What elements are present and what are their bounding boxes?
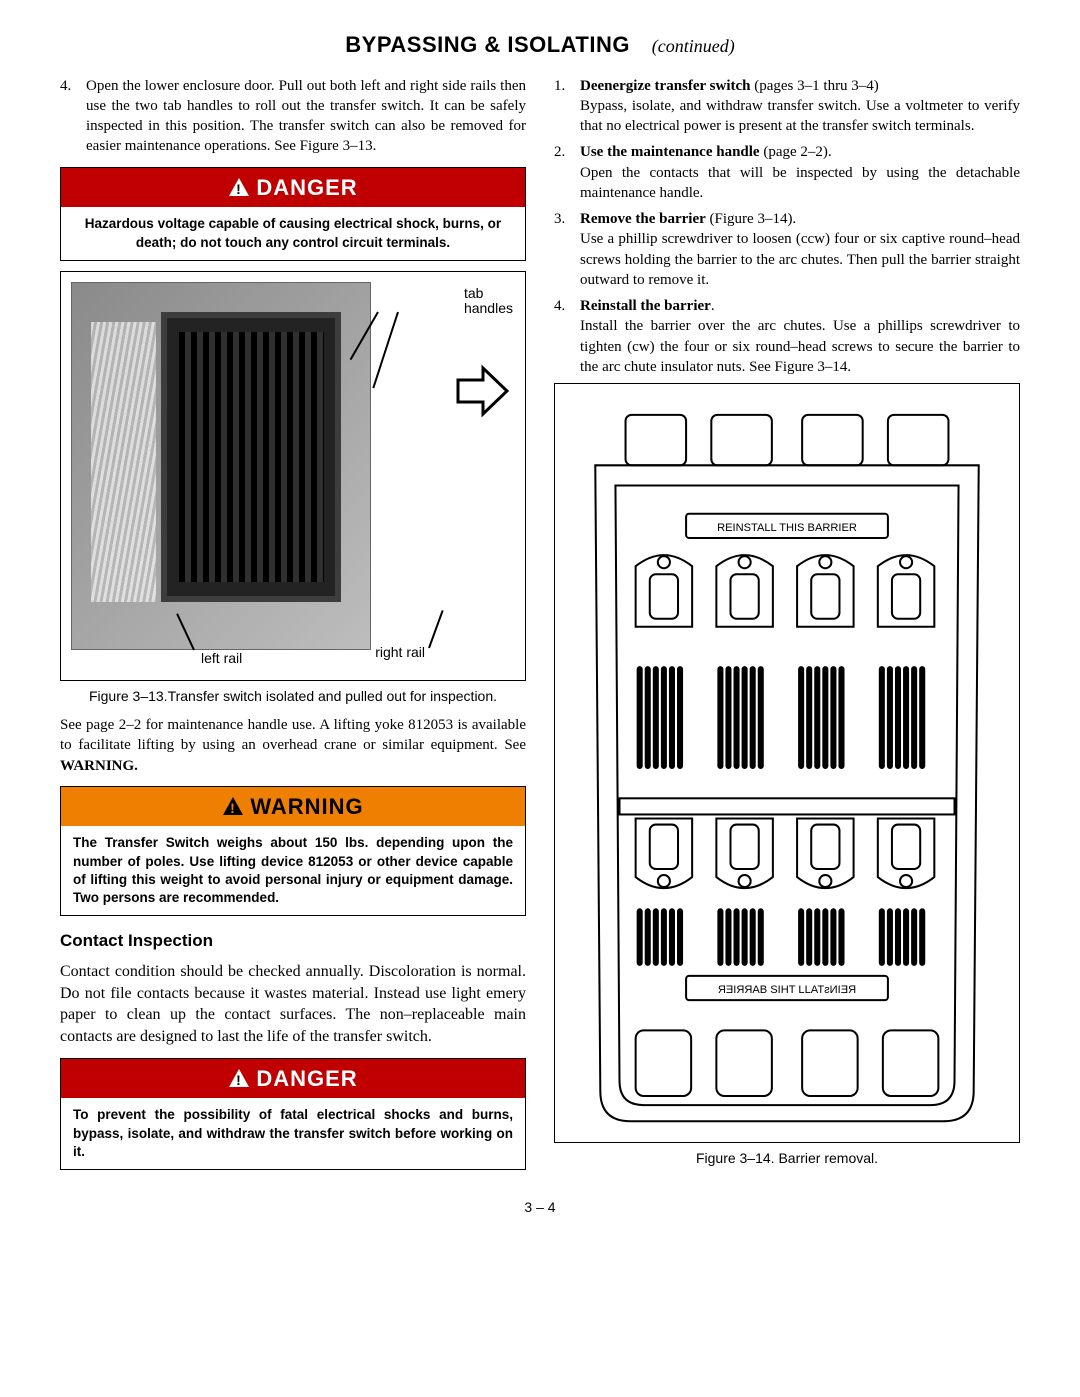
alert-header: ! DANGER <box>61 1059 525 1099</box>
list-item: 3.Remove the barrier (Figure 3–14). Use a… <box>554 209 1020 290</box>
item-text: Open the lower enclosure door. Pull out … <box>86 76 526 157</box>
danger-alert: ! DANGER Hazardous voltage capable of ca… <box>60 167 526 261</box>
paragraph-text: See page 2–2 for maintenance handle use.… <box>60 717 526 753</box>
alert-title: WARNING <box>250 794 363 819</box>
warning-icon: ! <box>228 177 250 197</box>
paragraph-bold: WARNING. <box>60 758 138 774</box>
title-continued: (continued) <box>652 36 735 56</box>
item-number: 2. <box>554 142 580 203</box>
list-item: 4. Open the lower enclosure door. Pull o… <box>60 76 526 157</box>
item-number: 4. <box>554 296 580 377</box>
figure-caption: Figure 3–13.Transfer switch isolated and… <box>60 687 526 705</box>
barrier-diagram: REINSTALL THIS BARRIER ЯƎIЯЯAB SIHT LLAT… <box>565 394 1009 1132</box>
item-text: Reinstall the barrier. Install the barrie… <box>580 296 1020 377</box>
right-column: 1.Deenergize transfer switch (pages 3–1 … <box>554 76 1020 1180</box>
danger-alert: ! DANGER To prevent the possibility of f… <box>60 1058 526 1170</box>
alert-body: The Transfer Switch weighs about 150 lbs… <box>61 826 525 915</box>
figure-3-13: tab handles left rail right rail <box>60 271 526 681</box>
svg-text:!: ! <box>236 1072 242 1088</box>
item-body: Use a phillip screwdriver to loosen (ccw… <box>580 231 1020 288</box>
photo-detail <box>91 322 156 602</box>
figure-3-14: REINSTALL THIS BARRIER ЯƎIЯЯAB SIHT LLAT… <box>554 383 1020 1143</box>
list-item: 1.Deenergize transfer switch (pages 3–1 … <box>554 76 1020 137</box>
leader-line <box>372 312 399 389</box>
item-text: Use the maintenance handle (page 2–2). Op… <box>580 142 1020 203</box>
alert-body: Hazardous voltage capable of causing ele… <box>61 207 525 259</box>
item-number: 1. <box>554 76 580 137</box>
callout-right-rail: right rail <box>375 643 425 662</box>
list-item: 2.Use the maintenance handle (page 2–2).… <box>554 142 1020 203</box>
warning-alert: ! WARNING The Transfer Switch weighs abo… <box>60 786 526 917</box>
alert-header: ! WARNING <box>61 787 525 827</box>
page-title: BYPASSING & ISOLATING (continued) <box>60 30 1020 60</box>
item-number: 3. <box>554 209 580 290</box>
warning-icon: ! <box>228 1068 250 1088</box>
callout-tab-handles: tab handles <box>464 286 513 317</box>
alert-header: ! DANGER <box>61 168 525 208</box>
numbered-steps: 1.Deenergize transfer switch (pages 3–1 … <box>554 76 1020 378</box>
item-body: Open the contacts that will be inspected… <box>580 165 1020 201</box>
alert-body: To prevent the possibility of fatal elec… <box>61 1098 525 1169</box>
item-body: Bypass, isolate, and withdraw transfer s… <box>580 98 1020 134</box>
svg-text:ЯƎIЯЯAB SIHT LLATƨИIƎЯ: ЯƎIЯЯAB SIHT LLATƨИIƎЯ <box>718 984 856 996</box>
svg-text:!: ! <box>236 181 242 197</box>
item-lead: Reinstall the barrier <box>580 298 711 314</box>
svg-text:REINSTALL THIS BARRIER: REINSTALL THIS BARRIER <box>717 522 857 534</box>
body-paragraph: Contact condition should be checked annu… <box>60 961 526 1047</box>
page-number: 3 – 4 <box>60 1198 1020 1217</box>
svg-text:!: ! <box>230 800 236 816</box>
item-number: 4. <box>60 76 86 157</box>
item-text: Remove the barrier (Figure 3–14). Use a p… <box>580 209 1020 290</box>
title-main: BYPASSING & ISOLATING <box>345 32 630 57</box>
body-paragraph: See page 2–2 for maintenance handle use.… <box>60 715 526 776</box>
item-lead-after: (page 2–2). <box>760 144 832 160</box>
item-text: Deenergize transfer switch (pages 3–1 th… <box>580 76 1020 137</box>
list-item: 4.Reinstall the barrier. Install the barr… <box>554 296 1020 377</box>
subheading: Contact Inspection <box>60 930 526 953</box>
two-column-layout: 4. Open the lower enclosure door. Pull o… <box>60 76 1020 1180</box>
left-column: 4. Open the lower enclosure door. Pull o… <box>60 76 526 1180</box>
warning-icon: ! <box>222 796 244 816</box>
photo-detail <box>179 332 324 582</box>
alert-title: DANGER <box>256 175 357 200</box>
leader-line <box>428 610 444 648</box>
item-lead-after: . <box>711 298 715 314</box>
item-lead: Deenergize transfer switch <box>580 78 751 94</box>
alert-title: DANGER <box>256 1066 357 1091</box>
item-lead: Use the maintenance handle <box>580 144 760 160</box>
item-lead: Remove the barrier <box>580 211 706 227</box>
item-lead-after: (Figure 3–14). <box>706 211 796 227</box>
item-lead-after: (pages 3–1 thru 3–4) <box>751 78 879 94</box>
figure-caption: Figure 3–14. Barrier removal. <box>554 1149 1020 1167</box>
item-body: Install the barrier over the arc chutes.… <box>580 318 1020 375</box>
callout-left-rail: left rail <box>201 649 242 668</box>
